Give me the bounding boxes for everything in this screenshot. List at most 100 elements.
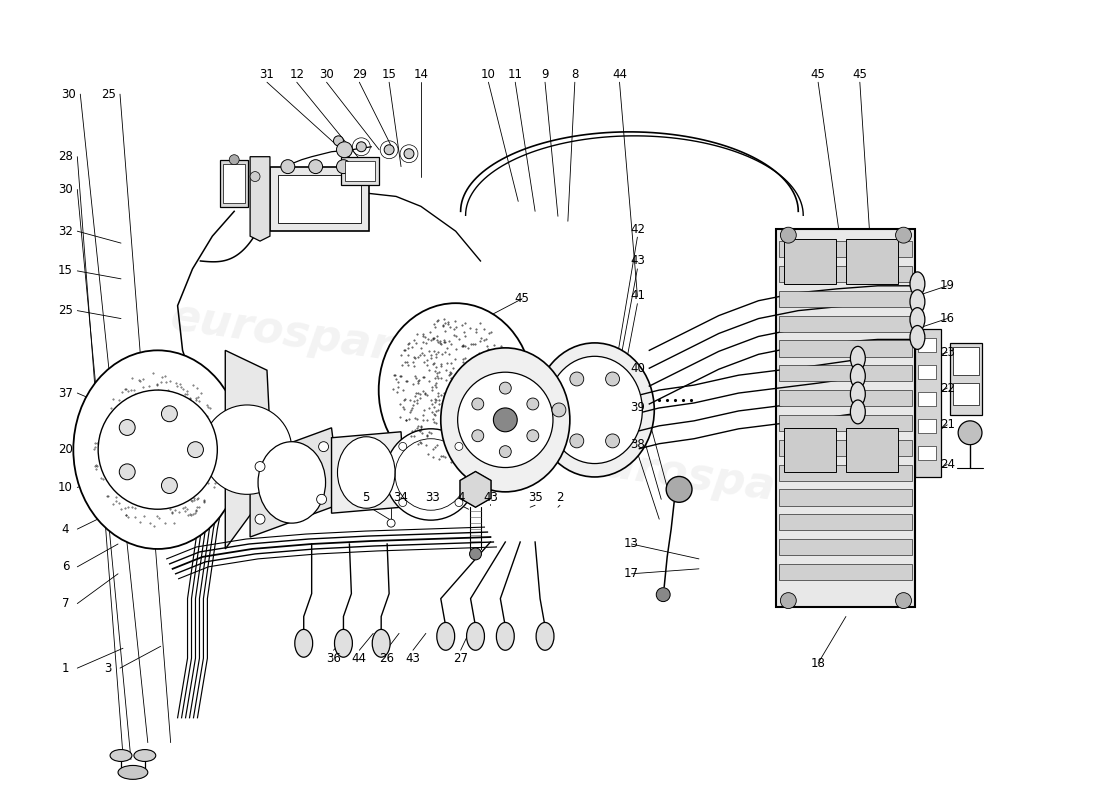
- Circle shape: [384, 145, 394, 154]
- Ellipse shape: [74, 350, 242, 549]
- Text: 43: 43: [483, 491, 498, 504]
- Circle shape: [780, 227, 796, 243]
- Text: 15: 15: [58, 265, 73, 278]
- Ellipse shape: [496, 622, 514, 650]
- Circle shape: [499, 382, 512, 394]
- Text: 43: 43: [406, 652, 420, 665]
- Ellipse shape: [910, 272, 925, 296]
- Circle shape: [187, 442, 204, 458]
- Circle shape: [570, 434, 584, 448]
- Text: 40: 40: [630, 362, 645, 374]
- Ellipse shape: [910, 308, 925, 331]
- Ellipse shape: [437, 622, 454, 650]
- Ellipse shape: [372, 630, 390, 658]
- Circle shape: [119, 419, 135, 435]
- Circle shape: [780, 593, 796, 609]
- Bar: [780, 465, 913, 481]
- Bar: [780, 514, 913, 530]
- Circle shape: [404, 149, 414, 158]
- Circle shape: [202, 405, 292, 494]
- Text: 1: 1: [62, 662, 69, 674]
- Text: 45: 45: [852, 68, 867, 81]
- Bar: [780, 290, 913, 307]
- Text: 11: 11: [508, 68, 522, 81]
- Text: 42: 42: [630, 222, 645, 236]
- Circle shape: [458, 372, 553, 467]
- Text: 21: 21: [939, 418, 955, 431]
- Ellipse shape: [466, 622, 484, 650]
- Text: 44: 44: [612, 68, 627, 81]
- Polygon shape: [475, 471, 491, 490]
- Text: 10: 10: [481, 68, 496, 81]
- Bar: [270, 166, 370, 231]
- Circle shape: [494, 408, 517, 432]
- Ellipse shape: [441, 348, 570, 492]
- Text: 25: 25: [58, 304, 73, 317]
- Ellipse shape: [110, 750, 132, 762]
- Circle shape: [455, 442, 463, 450]
- Circle shape: [399, 498, 407, 506]
- Text: 2: 2: [557, 491, 563, 504]
- Polygon shape: [250, 428, 337, 537]
- Bar: [915, 329, 942, 478]
- Circle shape: [387, 519, 395, 527]
- Circle shape: [958, 421, 982, 445]
- Polygon shape: [250, 157, 270, 241]
- Circle shape: [337, 160, 351, 174]
- Text: 10: 10: [58, 481, 73, 494]
- Circle shape: [455, 498, 463, 506]
- Text: 31: 31: [260, 68, 274, 81]
- Text: 7: 7: [62, 597, 69, 610]
- Text: 34: 34: [394, 491, 408, 504]
- Ellipse shape: [850, 382, 866, 406]
- Text: 9: 9: [541, 68, 549, 81]
- Circle shape: [895, 227, 912, 243]
- Bar: [780, 490, 913, 506]
- Circle shape: [499, 446, 512, 458]
- Circle shape: [657, 588, 670, 602]
- Polygon shape: [226, 350, 270, 549]
- Ellipse shape: [850, 364, 866, 388]
- Text: 23: 23: [939, 346, 955, 359]
- Ellipse shape: [295, 630, 312, 658]
- Circle shape: [162, 478, 177, 494]
- Text: 22: 22: [939, 382, 955, 394]
- Text: 39: 39: [630, 402, 645, 414]
- Circle shape: [527, 398, 539, 410]
- Circle shape: [399, 442, 407, 450]
- Text: 16: 16: [939, 312, 955, 325]
- Bar: [918, 392, 936, 406]
- Ellipse shape: [334, 630, 352, 658]
- Text: 4: 4: [62, 522, 69, 535]
- Text: 43: 43: [630, 254, 645, 267]
- Text: 13: 13: [624, 538, 639, 550]
- Circle shape: [472, 430, 484, 442]
- Ellipse shape: [378, 303, 532, 477]
- Circle shape: [119, 464, 135, 480]
- Text: 18: 18: [811, 657, 826, 670]
- Text: 38: 38: [630, 438, 645, 451]
- Text: 15: 15: [382, 68, 397, 81]
- Text: 30: 30: [319, 68, 334, 81]
- Bar: [341, 157, 380, 185]
- Circle shape: [337, 142, 352, 158]
- Text: 32: 32: [58, 225, 73, 238]
- Text: 29: 29: [352, 68, 366, 81]
- Text: 33: 33: [426, 491, 440, 504]
- Circle shape: [470, 548, 482, 560]
- Circle shape: [606, 372, 619, 386]
- Bar: [345, 161, 375, 181]
- Circle shape: [385, 429, 476, 520]
- Circle shape: [606, 434, 619, 448]
- Text: 36: 36: [326, 652, 341, 665]
- Ellipse shape: [118, 766, 147, 779]
- Polygon shape: [460, 471, 475, 490]
- Bar: [918, 419, 936, 433]
- Circle shape: [255, 514, 265, 524]
- Circle shape: [280, 160, 295, 174]
- Polygon shape: [475, 481, 491, 498]
- Bar: [954, 347, 979, 375]
- Text: eurospares: eurospares: [167, 295, 452, 378]
- Ellipse shape: [134, 750, 156, 762]
- Circle shape: [552, 403, 565, 417]
